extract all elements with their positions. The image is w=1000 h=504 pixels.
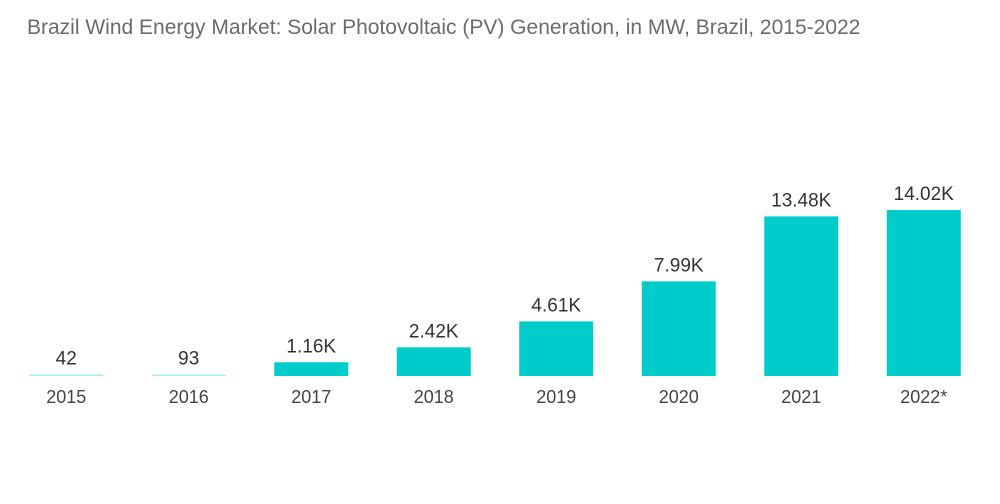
x-tick-label-2022: 2022*: [900, 387, 947, 407]
data-label-2017: 1.16K: [286, 336, 336, 357]
bar-2020: [641, 281, 716, 376]
bar-2015: [29, 374, 104, 376]
x-tick-label-2021: 2021: [781, 387, 821, 407]
data-label-2020: 7.99K: [654, 255, 704, 276]
x-tick-label-2017: 2017: [291, 387, 331, 407]
x-tick-label-2015: 2015: [46, 387, 86, 407]
data-label-2018: 2.42K: [409, 321, 459, 342]
x-tick-label-2020: 2020: [659, 387, 699, 407]
bar-2016: [151, 374, 226, 376]
data-label-2021: 13.48K: [771, 190, 832, 211]
data-label-2022: 14.02K: [894, 184, 955, 205]
bar-2019: [519, 321, 594, 376]
x-tick-label-2018: 2018: [414, 387, 454, 407]
data-label-2019: 4.61K: [531, 295, 581, 316]
bar-2017: [274, 362, 349, 376]
bar-2018: [396, 347, 471, 376]
bar-2021: [764, 216, 839, 376]
bar-2022: [886, 210, 961, 376]
chart-title: Brazil Wind Energy Market: Solar Photovo…: [27, 16, 861, 39]
data-label-2016: 93: [178, 349, 199, 370]
data-label-2015: 42: [56, 349, 77, 370]
x-tick-label-2016: 2016: [169, 387, 209, 407]
x-tick-label-2019: 2019: [536, 387, 576, 407]
